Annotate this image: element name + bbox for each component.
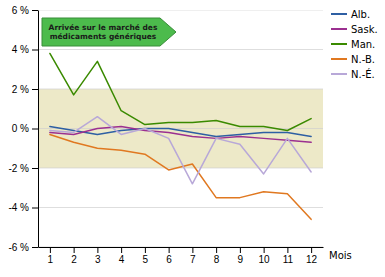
x-tick: 2 [71, 247, 77, 265]
grid-line [38, 89, 323, 90]
series-line [50, 53, 311, 130]
y-tick-label: 2 % [12, 84, 29, 95]
x-tick-mark [74, 247, 75, 253]
x-tick: 12 [306, 247, 318, 265]
x-tick-mark [311, 247, 312, 253]
legend-swatch [331, 73, 347, 75]
x-tick-label: 2 [71, 254, 77, 265]
x-tick-mark [145, 247, 146, 253]
legend-item: Sask. [331, 24, 378, 35]
series-line [50, 134, 311, 219]
x-tick: 5 [143, 247, 149, 265]
y-tick-label: -2 % [8, 163, 29, 174]
x-tick-label: 8 [214, 254, 220, 265]
y-tick: 4 % [12, 44, 38, 55]
x-tick-mark [50, 247, 51, 253]
legend-swatch [331, 58, 347, 60]
annotation-text: Arrivée sur le marché desmédicaments gén… [49, 23, 158, 41]
x-tick: 9 [238, 247, 244, 265]
y-tick-label: 4 % [12, 44, 29, 55]
x-tick-label: 1 [48, 254, 54, 265]
x-tick: 3 [95, 247, 101, 265]
legend: Alb. Sask. Man. N.-B. N.-É. [331, 9, 378, 80]
series-line [50, 127, 311, 143]
y-tick: 0 % [12, 123, 38, 134]
legend-label: N.-B. [351, 54, 375, 65]
grid-line [38, 207, 323, 208]
y-tick-label: -6 % [8, 242, 29, 253]
legend-item: N.-É. [331, 68, 375, 80]
x-tick: 6 [166, 247, 172, 265]
x-tick: 4 [119, 247, 125, 265]
y-tick-mark [32, 129, 38, 130]
marks [38, 10, 323, 247]
legend-item: N.-B. [331, 54, 375, 65]
annotation-arrow [42, 18, 176, 46]
x-tick-label: 12 [306, 254, 318, 265]
x-tick: 10 [259, 247, 271, 265]
y-tick-mark [32, 89, 38, 90]
y-tick: -2 % [8, 163, 38, 174]
y-tick: -4 % [8, 202, 38, 213]
x-tick-label: 11 [283, 254, 294, 265]
x-axis-title: Mois [329, 250, 352, 261]
x-tick-label: 9 [238, 254, 244, 265]
x-tick-mark [216, 247, 217, 253]
x-tick-mark [121, 247, 122, 253]
y-tick-label: -4 % [8, 202, 29, 213]
y-tick: 6 % [12, 5, 38, 16]
x-axis-line [39, 247, 324, 248]
y-tick-label: 6 % [12, 5, 29, 16]
legend-label: N.-É. [351, 68, 375, 80]
legend-swatch [331, 13, 347, 15]
grid-line [38, 49, 323, 50]
x-tick-label: 7 [190, 254, 196, 265]
grid-line [38, 247, 323, 248]
legend-item: Man. [331, 39, 375, 50]
y-axis: -6 % -4 % -2 % 0 % 2 % 4 % 6 % [8, 5, 38, 253]
x-tick: 7 [190, 247, 196, 265]
x-tick-mark [97, 247, 98, 253]
series-line [50, 117, 311, 184]
y-tick-mark [32, 168, 38, 169]
x-tick-label: 3 [95, 254, 101, 265]
x-tick-label: 6 [166, 254, 172, 265]
y-axis-line [38, 11, 39, 248]
legend-label: Alb. [351, 9, 370, 20]
x-axis: 123456789101112 [39, 247, 324, 265]
legend-label: Man. [351, 39, 375, 50]
y-tick-mark [32, 10, 38, 11]
plot: 123456789101112-6 %-4 %-2 %0 %2 %4 %6 %M… [8, 5, 377, 265]
x-tick-label: 4 [119, 254, 125, 265]
annotation: Arrivée sur le marché desmédicaments gén… [42, 18, 176, 46]
y-tick-label: 0 % [12, 123, 29, 134]
y-tick: -6 % [8, 242, 38, 253]
x-tick-label: 5 [143, 254, 149, 265]
y-tick-mark [32, 50, 38, 51]
y-tick-mark [32, 208, 38, 209]
x-tick-label: 10 [259, 254, 271, 265]
x-tick-mark [264, 247, 265, 253]
x-tick-mark [287, 247, 288, 253]
x-tick: 11 [283, 247, 294, 265]
chart: 123456789101112-6 %-4 %-2 %0 %2 %4 %6 %M… [0, 0, 385, 277]
x-tick-mark [240, 247, 241, 253]
x-tick-mark [192, 247, 193, 253]
y-tick: 2 % [12, 84, 38, 95]
legend-swatch [331, 28, 347, 30]
x-tick: 1 [48, 247, 54, 265]
legend-item: Alb. [331, 9, 370, 20]
legend-label: Sask. [351, 24, 378, 35]
grid-line [38, 10, 323, 11]
x-tick: 8 [214, 247, 220, 265]
x-tick-mark [169, 247, 170, 253]
y-tick-mark [32, 247, 38, 248]
legend-swatch [331, 43, 347, 45]
